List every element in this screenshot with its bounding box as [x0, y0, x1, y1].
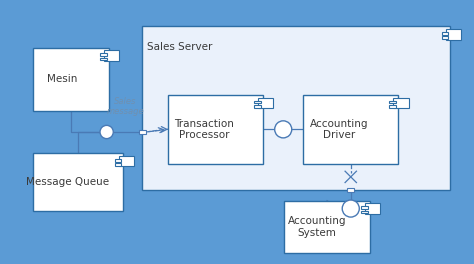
Text: Accounting
System: Accounting System [288, 216, 346, 238]
Bar [115, 159, 121, 162]
Bar [142, 26, 450, 190]
Bar [118, 156, 134, 166]
Text: Sales Server: Sales Server [147, 42, 213, 52]
Bar [138, 130, 146, 134]
Bar [100, 58, 107, 60]
Bar [361, 206, 368, 209]
Bar [442, 36, 448, 39]
Bar [390, 101, 396, 103]
Bar [390, 105, 396, 108]
Bar [284, 201, 370, 253]
Bar [303, 95, 398, 164]
Ellipse shape [342, 200, 359, 217]
Bar [442, 32, 448, 35]
Text: Sales
message: Sales message [107, 97, 145, 116]
Text: Mesin: Mesin [47, 74, 77, 84]
Bar [255, 105, 261, 108]
Ellipse shape [100, 125, 113, 139]
Bar [446, 29, 461, 40]
Bar [393, 98, 409, 108]
Bar [33, 48, 109, 111]
Bar [100, 53, 107, 56]
Bar [347, 188, 355, 192]
Bar [258, 98, 273, 108]
Text: Accounting
Driver: Accounting Driver [310, 119, 369, 140]
Text: Message Queue: Message Queue [26, 177, 109, 187]
Bar [361, 211, 368, 213]
Ellipse shape [274, 121, 292, 138]
Bar [115, 163, 121, 166]
Bar [33, 153, 123, 211]
Bar [365, 203, 380, 214]
Bar [168, 95, 263, 164]
Bar [255, 101, 261, 103]
Bar [104, 50, 119, 61]
Text: Transaction
Processor: Transaction Processor [174, 119, 234, 140]
